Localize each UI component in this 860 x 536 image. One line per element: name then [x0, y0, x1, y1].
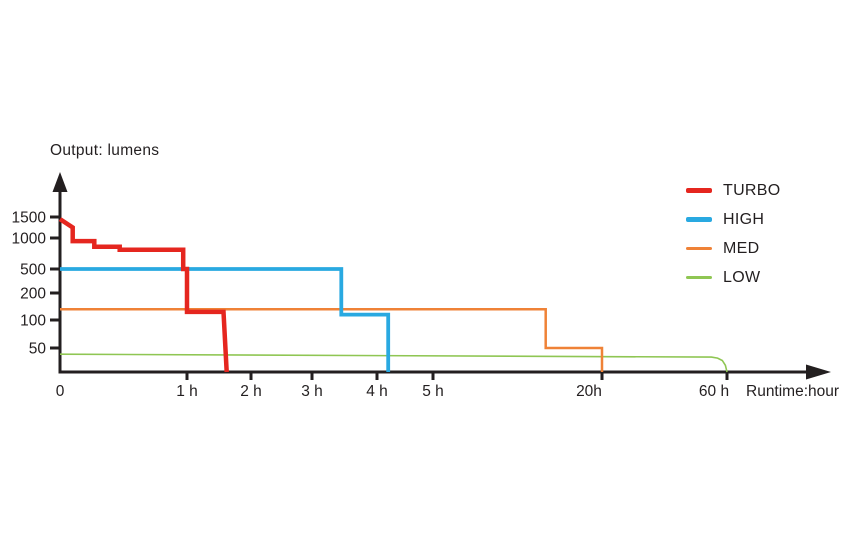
low-line: [59, 353, 728, 373]
x-tick-label-60: 60 h: [699, 383, 729, 400]
legend-swatch-low-icon: [686, 276, 712, 279]
y-tick-label-1000: 1000: [12, 231, 47, 248]
x-tick-label-20: 20h: [576, 383, 602, 400]
x-tick-label-4: 4 h: [366, 383, 388, 400]
x-tick-label-3: 3 h: [301, 383, 323, 400]
y-tick-label-500: 500: [20, 262, 46, 279]
legend-label-turbo: TURBO: [723, 181, 781, 199]
y-tick-label-50: 50: [29, 341, 47, 358]
legend-item-med: MED: [686, 234, 781, 263]
legend-item-turbo: TURBO: [686, 176, 781, 205]
y-tick-label-100: 100: [20, 313, 46, 330]
x-tick-label-0: 0: [56, 383, 65, 400]
legend-item-high: HIGH: [686, 205, 781, 234]
legend-label-high: HIGH: [723, 210, 765, 228]
legend-swatch-med-icon: [686, 246, 712, 251]
med-line: [60, 307, 604, 372]
legend-label-low: LOW: [723, 268, 761, 286]
y-axis-arrow-icon: [52, 172, 68, 192]
y-tick-label-200: 200: [20, 286, 46, 303]
x-tick-label-1: 1 h: [176, 383, 198, 400]
legend-label-med: MED: [723, 239, 760, 257]
x-axis-title: Runtime:hour: [746, 383, 839, 400]
chart-title: Output: lumens: [50, 142, 160, 159]
x-tick-label-2: 2 h: [240, 383, 262, 400]
legend-item-low: LOW: [686, 263, 781, 292]
y-tick-label-1500: 1500: [12, 210, 47, 227]
turbo-line: [58, 217, 229, 373]
legend-swatch-turbo-icon: [686, 187, 712, 194]
legend: TURBO HIGH MED LOW: [686, 176, 781, 292]
x-tick-label-5: 5 h: [422, 383, 444, 400]
legend-swatch-high-icon: [686, 217, 712, 222]
high-line: [60, 267, 391, 372]
x-axis-arrow-icon: [806, 364, 831, 380]
